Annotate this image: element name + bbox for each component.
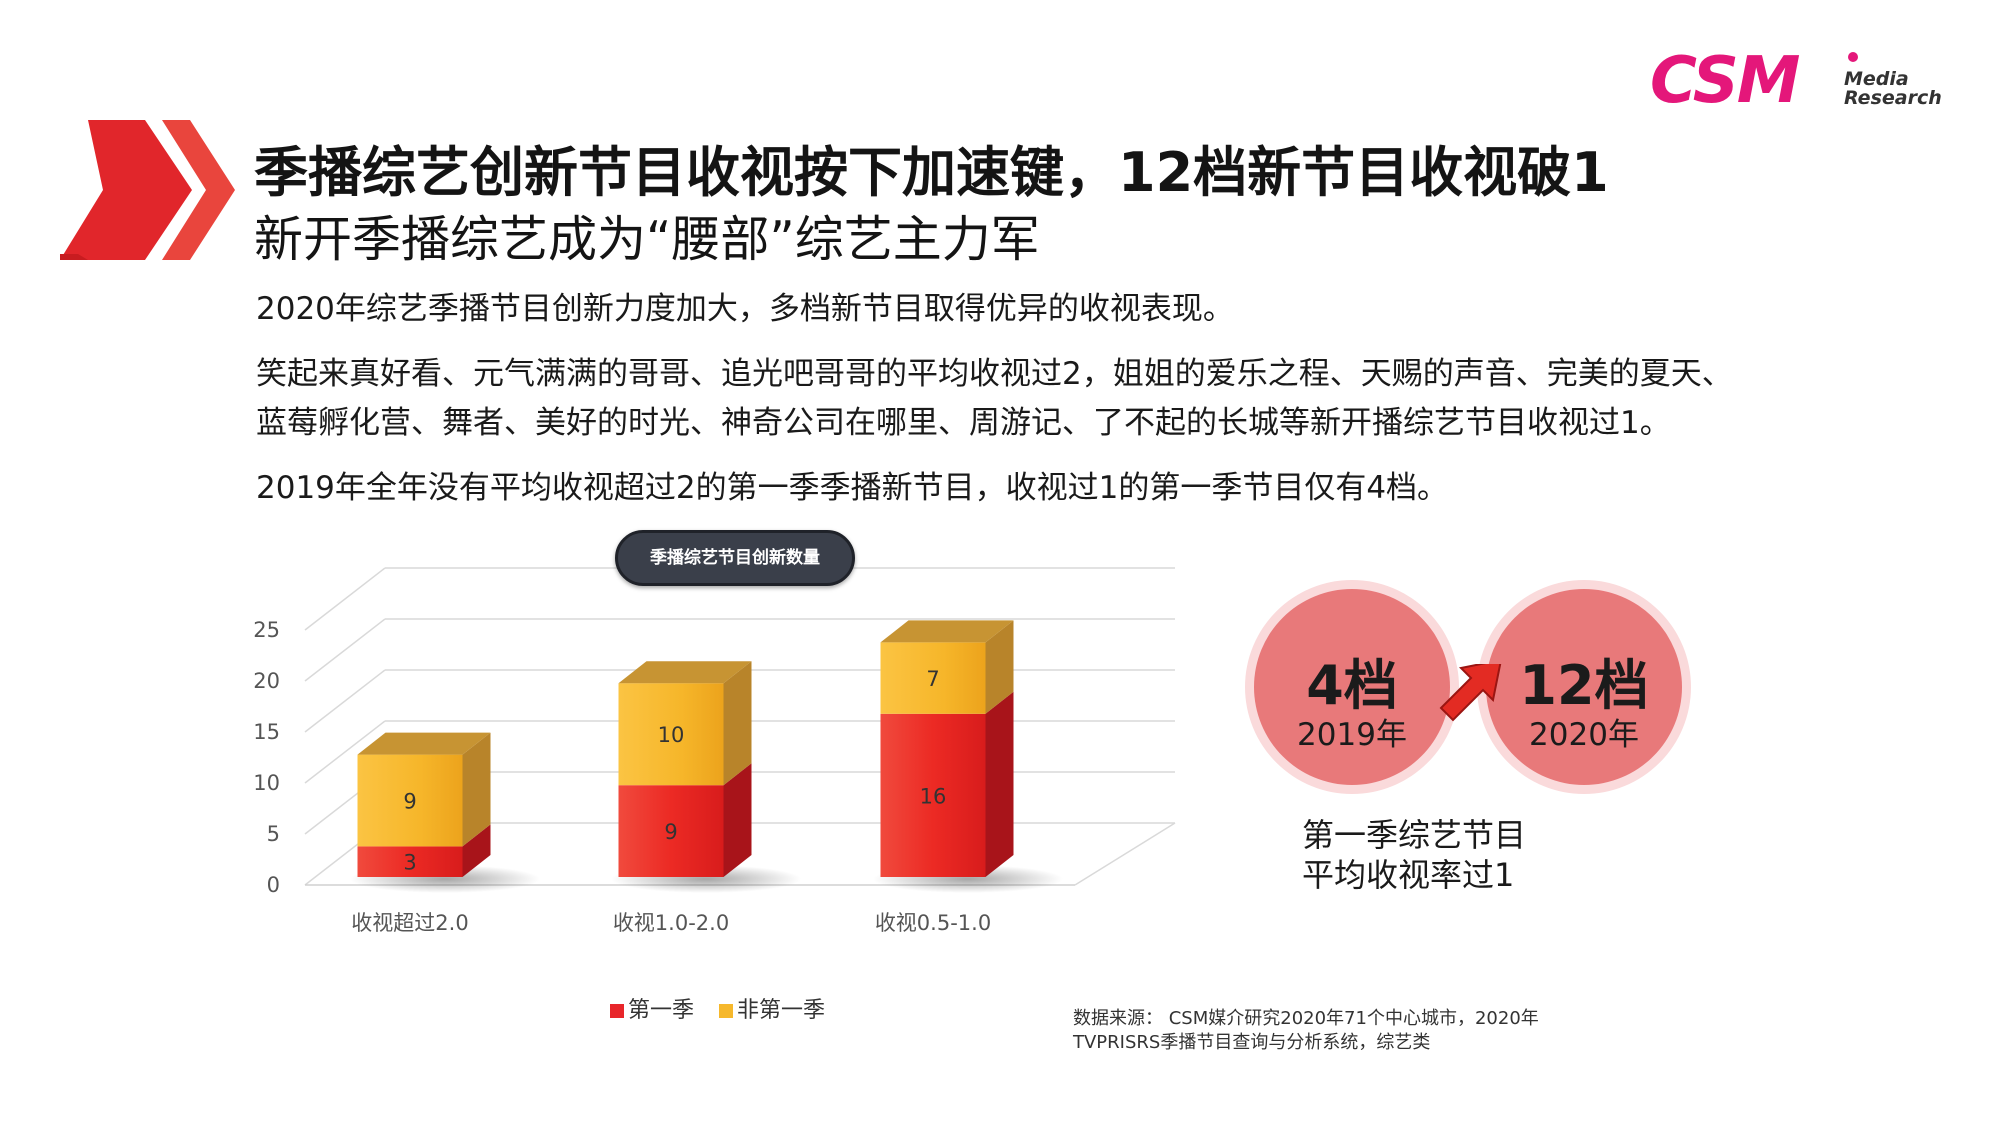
legend-swatch-yellow: [719, 1004, 734, 1018]
arrow-right-icon: [1439, 664, 1502, 722]
caption-line-2: 平均收视率过1: [1302, 856, 1515, 894]
legend-label-non-first-season: 非第一季: [737, 998, 826, 1023]
bar-非第一季: [880, 642, 986, 714]
bar-side-第一季: [985, 691, 1014, 877]
data-label: 9: [403, 790, 416, 814]
y-tick-label: 25: [253, 618, 280, 642]
year-2020: 2020年: [1529, 717, 1639, 753]
source-line-1: 数据来源： CSM媒介研究2020年71个中心城市，2020年: [1073, 1008, 1539, 1029]
bar-side-非第一季: [723, 661, 752, 786]
data-label: 16: [920, 784, 947, 808]
bar-side-非第一季: [462, 732, 491, 847]
gridline-depth: [304, 720, 386, 784]
y-tick-label: 0: [267, 873, 280, 897]
y-tick-label: 5: [267, 822, 280, 846]
paragraph-2a: 笑起来真好看、元气满满的哥哥、追光吧哥哥的平均收视过2，姐姐的爱乐之程、天赐的声…: [256, 356, 1733, 392]
bar-top: [357, 732, 491, 755]
data-label: 10: [658, 723, 685, 747]
y-tick-label: 20: [253, 669, 280, 693]
data-label: 3: [403, 851, 416, 875]
bar-top: [880, 620, 1014, 643]
comparison-graphic: 4档 2019年 12档 2020年: [1245, 580, 1695, 800]
gridline-depth: [304, 567, 386, 631]
y-tick-label: 15: [253, 720, 280, 744]
count-2020: 12档: [1519, 654, 1649, 717]
comparison-caption: 第一季综艺节目 平均收视率过1: [1302, 815, 1526, 895]
year-2019: 2019年: [1297, 717, 1407, 753]
bar-第一季: [357, 846, 463, 877]
gridline-depth: [304, 618, 386, 682]
circle-2020: 12档 2020年: [1477, 580, 1691, 794]
x-category-label: 收视1.0-2.0: [613, 911, 729, 935]
bar-非第一季: [618, 683, 724, 786]
gridline-depth: [304, 669, 386, 733]
paragraph-2b: 蓝莓孵化营、舞者、美好的时光、神奇公司在哪里、周游记、了不起的长城等新开播综艺节…: [256, 405, 1671, 441]
floor-edge: [1074, 822, 1176, 886]
x-category-label: 收视0.5-1.0: [875, 911, 991, 935]
page-title: 季播综艺创新节目收视按下加速键，12档新节目收视破1: [254, 141, 1609, 204]
x-category-label: 收视超过2.0: [351, 911, 468, 935]
source-line-2: TVPRISRS季播节目查询与分析系统，综艺类: [1073, 1032, 1431, 1053]
bar-第一季: [880, 713, 986, 877]
logo-main-text: CSM: [1650, 44, 1800, 118]
page-subtitle: 新开季播综艺成为“腰部”综艺主力军: [254, 211, 1040, 268]
paragraph-1: 2020年综艺季播节目创新力度加大，多档新节目取得优异的收视表现。: [256, 291, 1234, 327]
legend-item-first-season: 第一季: [610, 992, 694, 1024]
logo-sub-research: Research: [1844, 87, 1942, 109]
logo-sub-media: Media: [1844, 68, 1909, 90]
paragraph-3: 2019年全年没有平均收视超过2的第一季季播新节目，收视过1的第一季节目仅有4档…: [256, 470, 1449, 506]
legend-swatch-red: [610, 1004, 624, 1018]
bar-chart: 0 5 10 15 20 25 3 9 收视超过2.0 9 10 收视1.0-2.0 16 7 收视0.5-…: [230, 530, 1190, 1070]
legend-label-first-season: 第一季: [628, 998, 695, 1023]
chart-legend: 第一季 非第一季: [610, 992, 843, 1024]
chart-title: 季播综艺节目创新数量: [615, 530, 855, 586]
logo-dot-icon: [1848, 52, 1858, 62]
data-label: 9: [664, 820, 677, 844]
y-tick-label: 10: [253, 771, 280, 795]
bar-第一季: [618, 785, 724, 877]
csm-logo: CSM Media Research: [1650, 44, 1942, 118]
chevron-decoration-icon: [60, 120, 235, 260]
legend-item-non-first-season: 非第一季: [719, 992, 825, 1024]
bar-side-非第一季: [985, 620, 1014, 714]
caption-line-1: 第一季综艺节目: [1302, 816, 1527, 854]
bar-side-第一季: [462, 824, 491, 877]
bar-top: [618, 661, 752, 684]
data-source: 数据来源： CSM媒介研究2020年71个中心城市，2020年 TVPRISRS…: [1073, 1007, 1539, 1055]
chart-plot: 0 5 10 15 20 25 3 9 收视超过2.0 9 10 收视1.0-2.0 16 7 收视0.5-…: [253, 567, 1176, 935]
bar-非第一季: [357, 754, 463, 847]
circle-2019: 4档 2019年: [1245, 580, 1459, 794]
bar-side-第一季: [723, 763, 752, 877]
count-2019: 4档: [1306, 654, 1398, 717]
data-label: 7: [926, 667, 939, 691]
